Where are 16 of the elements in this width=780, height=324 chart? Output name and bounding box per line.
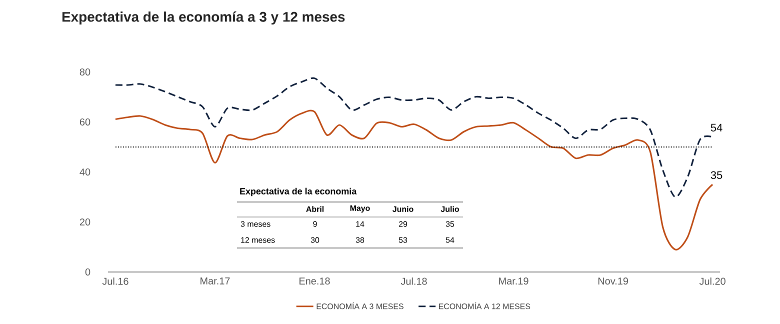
x-tick-label: Jul.16 [102,278,128,285]
x-tick-label: Mar.19 [499,278,528,285]
x-tick-label: Jul.18 [400,278,427,285]
y-tick-label: 0 [85,268,90,276]
x-tick-label: Nov.19 [598,278,628,285]
y-tick-label: 20 [80,218,90,226]
x-tick-label: Jul.20 [699,278,726,285]
x-tick-label: Ene.18 [300,278,330,285]
data-label: 54 [710,124,722,132]
y-tick-label: 80 [80,68,90,76]
x-tick-label: Mar.17 [200,278,230,284]
y-tick-label: 60 [80,118,90,126]
chart-title: Expectativa de la economía a 3 y 12 meses [62,11,345,25]
annotation: Expectativa de la economia [240,188,357,196]
y-tick-label: 40 [80,168,90,176]
data-label: 35 [710,171,722,179]
